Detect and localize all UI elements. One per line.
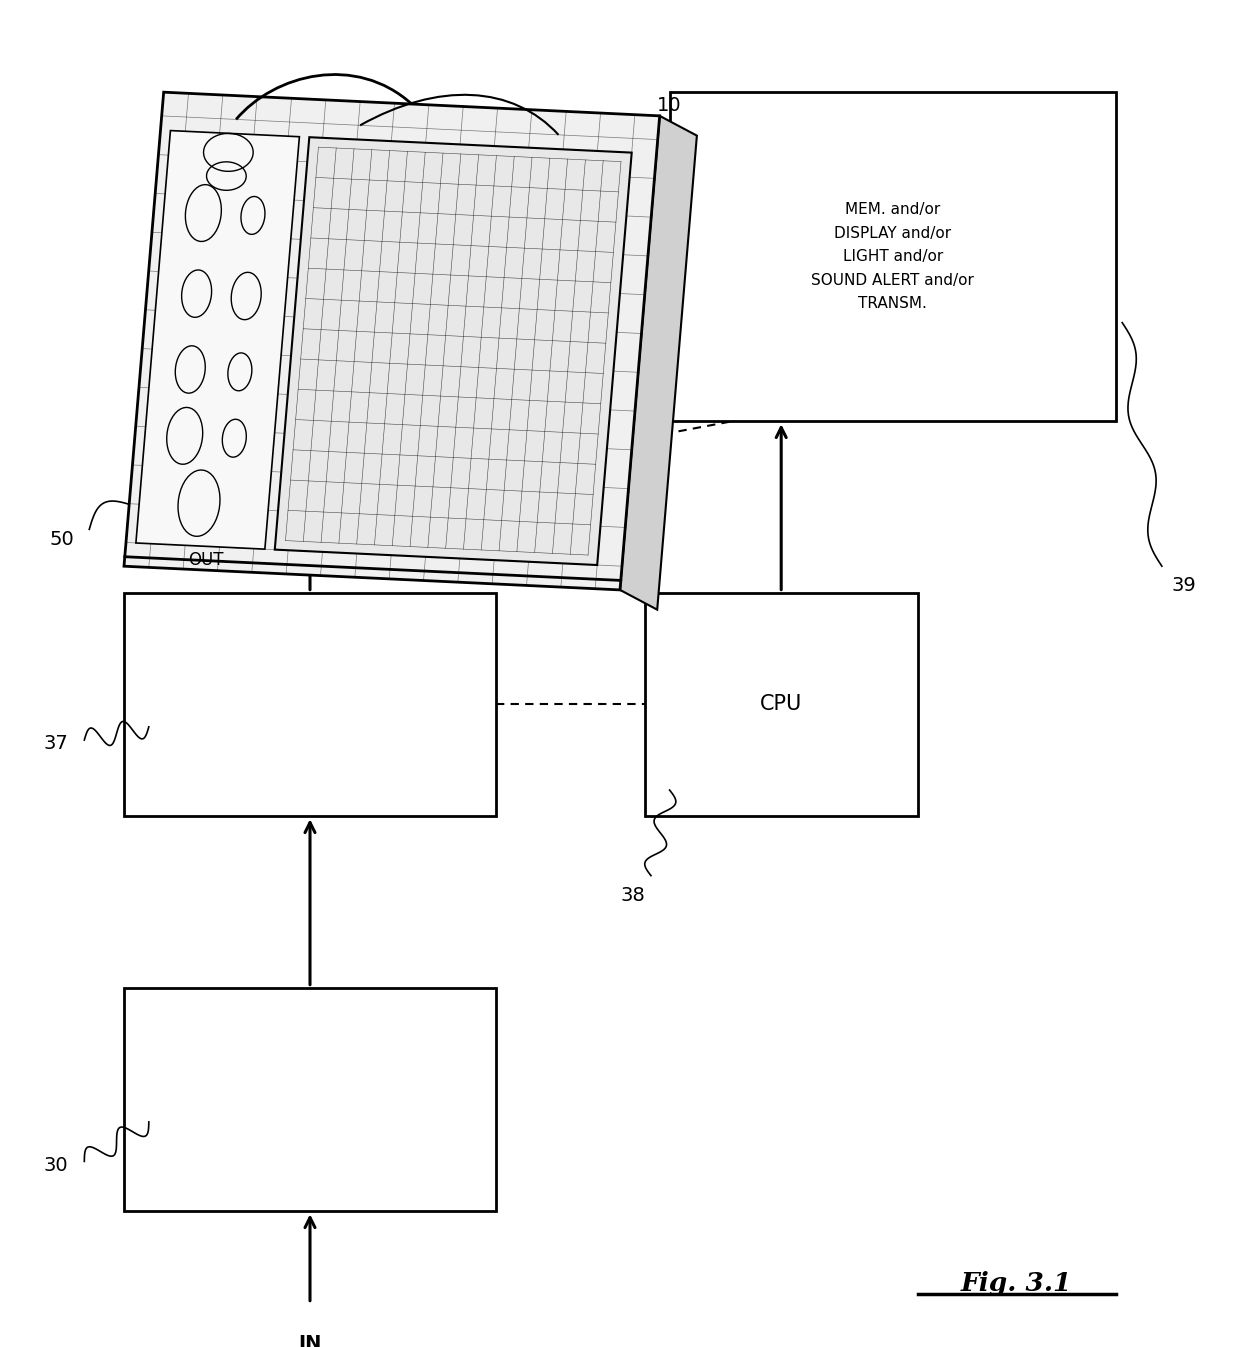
Text: 10: 10 xyxy=(657,96,682,114)
Text: 39: 39 xyxy=(1172,577,1197,595)
Text: IN: IN xyxy=(299,1334,321,1347)
Text: MEM. and/or
DISPLAY and/or
LIGHT and/or
SOUND ALERT and/or
TRANSM.: MEM. and/or DISPLAY and/or LIGHT and/or … xyxy=(811,202,975,311)
Polygon shape xyxy=(136,131,299,550)
Polygon shape xyxy=(275,137,631,564)
Text: 30: 30 xyxy=(43,1156,68,1175)
Text: 50: 50 xyxy=(50,531,74,550)
Bar xyxy=(124,987,496,1211)
Text: 37: 37 xyxy=(43,734,68,753)
Polygon shape xyxy=(124,92,660,590)
Bar xyxy=(670,92,1116,422)
Bar xyxy=(124,593,496,816)
Text: Fig. 3.1: Fig. 3.1 xyxy=(961,1272,1073,1296)
Polygon shape xyxy=(620,116,697,610)
Text: 38: 38 xyxy=(620,886,645,905)
Text: OUT: OUT xyxy=(187,551,223,568)
Text: CPU: CPU xyxy=(760,695,802,714)
Bar xyxy=(645,593,918,816)
